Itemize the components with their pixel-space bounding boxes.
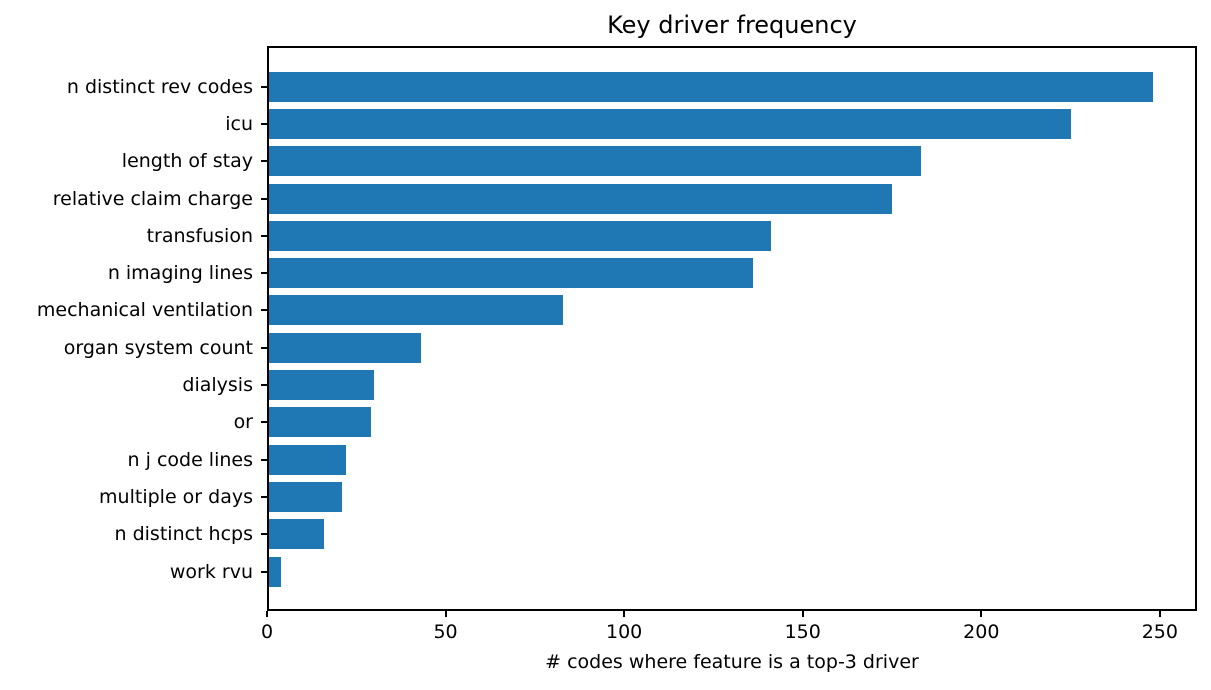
y-tick-label: dialysis [182,374,253,397]
y-tick [261,122,267,125]
y-tick-label: icu [225,112,253,135]
y-tick [261,234,267,237]
y-tick-label: or [233,411,253,434]
x-tick-label: 0 [260,621,274,643]
x-tick [444,611,447,617]
x-tick-label: 150 [784,621,821,643]
y-tick [261,309,267,312]
y-tick [261,495,267,498]
x-tick [1158,611,1161,617]
x-tick-label: 200 [963,621,1000,643]
y-tick-label: n distinct hcps [114,523,253,546]
y-tick [261,272,267,275]
y-tick-label: multiple or days [99,485,253,508]
bar [267,71,1153,102]
bar [267,183,892,214]
y-tick-label: transfusion [146,224,253,247]
bar [267,481,342,512]
y-tick-label: work rvu [169,560,253,583]
bar [267,519,325,550]
bar [267,258,753,289]
x-tick [980,611,983,617]
bar [267,108,1071,139]
y-tick-label: mechanical ventilation [36,299,253,322]
y-tick [261,421,267,424]
bar [267,332,421,363]
x-tick-label: 100 [606,621,643,643]
y-tick [261,160,267,163]
y-tick-label: n distinct rev codes [66,75,253,98]
y-tick [261,197,267,200]
y-tick [261,384,267,387]
y-tick-label: relative claim charge [52,187,253,210]
bar [267,220,771,251]
y-tick-label: length of stay [121,150,253,173]
x-tick [801,611,804,617]
y-tick-label: n imaging lines [107,262,253,285]
y-tick [261,458,267,461]
bar [267,370,375,401]
x-tick [266,611,268,617]
y-tick-label: organ system count [63,336,253,359]
x-axis-label: # codes where feature is a top-3 driver [545,651,919,673]
bar [267,556,282,587]
bar [267,146,921,177]
chart-title: Key driver frequency [607,11,857,39]
x-tick-label: 50 [433,621,458,643]
y-tick [261,346,267,349]
x-tick-label: 250 [1141,621,1178,643]
y-tick [261,85,267,88]
y-tick [261,533,267,536]
y-tick [261,570,267,573]
bar [267,407,371,438]
bar [267,444,346,475]
plot-area [267,46,1197,611]
bar [267,295,564,326]
x-tick [623,611,626,617]
y-tick-label: n j code lines [127,448,253,471]
